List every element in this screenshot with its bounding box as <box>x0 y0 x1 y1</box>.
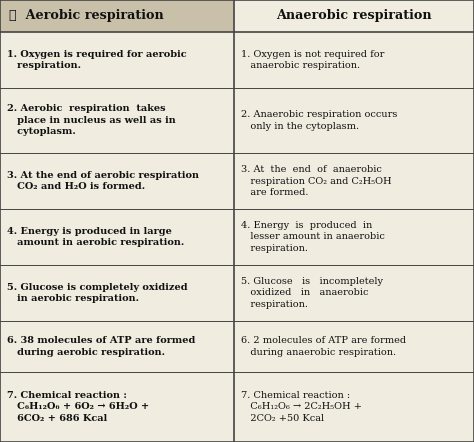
Text: 6. 2 molecules of ATP are formed
   during anaerobic respiration.: 6. 2 molecules of ATP are formed during … <box>241 336 406 357</box>
Text: 4. Energy is produced in large
   amount in aerobic respiration.: 4. Energy is produced in large amount in… <box>7 227 184 247</box>
Text: 2. Anaerobic respiration occurs
   only in the cytoplasm.: 2. Anaerobic respiration occurs only in … <box>241 110 397 131</box>
Text: 7. Chemical reaction :
   C₆H₁₂O₆ + 6O₂ → 6H₂O +
   6CO₂ + 686 Kcal: 7. Chemical reaction : C₆H₁₂O₆ + 6O₂ → 6… <box>7 391 149 423</box>
Text: 6. 38 molecules of ATP are formed
   during aerobic respiration.: 6. 38 molecules of ATP are formed during… <box>7 336 195 357</box>
Text: 1. Oxygen is required for aerobic
   respiration.: 1. Oxygen is required for aerobic respir… <box>7 50 187 70</box>
Text: 5. Glucose is completely oxidized
   in aerobic respiration.: 5. Glucose is completely oxidized in aer… <box>7 282 188 303</box>
Text: Anaerobic respiration: Anaerobic respiration <box>276 9 432 23</box>
Text: 1. Oxygen is not required for
   anaerobic respiration.: 1. Oxygen is not required for anaerobic … <box>241 50 384 70</box>
Text: 3. At the end of aerobic respiration
   CO₂ and H₂O is formed.: 3. At the end of aerobic respiration CO₂… <box>7 171 199 191</box>
Text: ➜  Aerobic respiration: ➜ Aerobic respiration <box>9 9 164 23</box>
Text: 2. Aerobic  respiration  takes
   place in nucleus as well as in
   cytoplasm.: 2. Aerobic respiration takes place in nu… <box>7 104 176 136</box>
Text: 3. At  the  end  of  anaerobic
   respiration CO₂ and C₂H₅OH
   are formed.: 3. At the end of anaerobic respiration C… <box>241 165 392 197</box>
Bar <box>0 0 234 32</box>
Text: 5. Glucose   is   incompletely
   oxidized   in   anaerobic
   respiration.: 5. Glucose is incompletely oxidized in a… <box>241 277 383 309</box>
Text: 7. Chemical reaction :
   C₆H₁₂O₆ → 2C₂H₅OH +
   2CO₂ +50 Kcal: 7. Chemical reaction : C₆H₁₂O₆ → 2C₂H₅OH… <box>241 391 362 423</box>
Bar <box>234 0 474 32</box>
Text: 4. Energy  is  produced  in
   lesser amount in anaerobic
   respiration.: 4. Energy is produced in lesser amount i… <box>241 221 385 253</box>
